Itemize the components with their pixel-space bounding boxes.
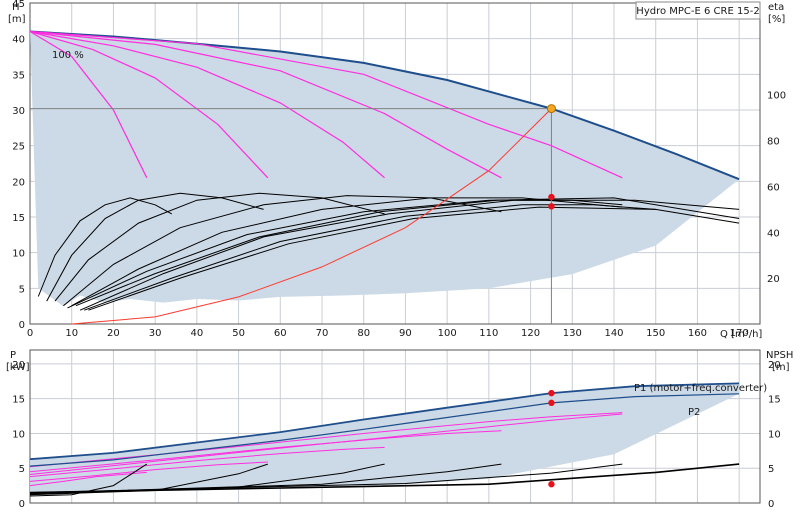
reduced-speed-curve <box>29 30 502 179</box>
y-tick-label: 45 <box>12 0 25 10</box>
npsh-curve <box>29 463 268 496</box>
power-npsh-panel: 0 5 10 15 20 0 5 10 15 20 <box>12 349 781 510</box>
power-marker <box>548 481 555 488</box>
y2-axis-label-eta: eta <box>768 2 784 13</box>
x-tick-label: 130 <box>563 328 582 339</box>
y2-tick-label: 20 <box>768 360 781 371</box>
reduced-power-curve <box>29 413 623 475</box>
y-tick-label: 20 <box>12 177 25 188</box>
x-tick-label: 40 <box>190 328 203 339</box>
y2-axis-unit-npsh: [m] <box>772 362 790 373</box>
x-tick-label: 10 <box>65 328 78 339</box>
y-tick-label: 10 <box>12 249 25 260</box>
y2-tick-label: 40 <box>767 228 780 239</box>
legend-p2: P2 <box>688 407 700 418</box>
y-tick-label: 30 <box>12 106 25 117</box>
y2-axis-label-npsh: NPSH <box>766 350 793 361</box>
speed-annotation: 100 % <box>52 50 84 61</box>
plot-frame <box>29 349 761 504</box>
x-tick-label: 90 <box>399 328 412 339</box>
title-box <box>635 1 761 20</box>
operating-envelope <box>30 31 740 307</box>
npsh-curve <box>29 463 623 494</box>
y-tick-label: 0 <box>19 320 25 331</box>
x-tick-label: 20 <box>107 328 120 339</box>
x-tick-label: 70 <box>316 328 329 339</box>
reduced-speed-curve <box>29 30 148 179</box>
y2-tick-label: 60 <box>767 182 780 193</box>
y2-tick-label: 80 <box>767 137 780 148</box>
y-tick-label: 25 <box>12 142 25 153</box>
p1-curve <box>29 382 740 461</box>
x-tick-label: 30 <box>149 328 162 339</box>
y-tick-label: 5 <box>19 284 25 295</box>
efficiency-curve <box>84 204 656 311</box>
npsh-curve <box>29 463 740 494</box>
x-tick-label: 160 <box>688 328 707 339</box>
y2-tick-label: 20 <box>767 274 780 285</box>
y-tick-label: 10 <box>12 429 25 440</box>
x-axis-label-q: Q [m³/h] <box>720 329 762 340</box>
legend-p1: P1 (motor+freq.converter) <box>634 383 767 394</box>
y2-tick-label: 100 <box>767 91 786 102</box>
duty-point <box>546 104 556 114</box>
efficiency-curve <box>79 199 740 311</box>
x-tick-label: 170 <box>730 328 749 339</box>
reduced-power-curve <box>29 446 385 478</box>
reduced-speed-curve <box>29 30 623 179</box>
reduced-power-curve <box>29 461 268 482</box>
y-tick-label: 20 <box>12 360 25 371</box>
p2-curve <box>29 393 740 467</box>
efficiency-marker <box>548 193 555 201</box>
efficiency-marker <box>548 203 555 210</box>
y-tick-label: 40 <box>12 35 25 46</box>
reduced-speed-curve <box>29 30 385 179</box>
x-tick-label: 120 <box>521 328 540 339</box>
y-tick-label: 15 <box>12 395 25 406</box>
x-tick-label: 0 <box>27 328 33 339</box>
efficiency-curve <box>71 197 623 307</box>
y-axis-unit-h: [m] <box>8 14 26 25</box>
y-tick-label: 35 <box>12 70 25 81</box>
y-axis-label-p: P <box>10 350 16 361</box>
title-text: Hydro MPC-E 6 CRE 15-2 <box>636 6 759 17</box>
y2-tick-label: 5 <box>768 464 774 475</box>
reduced-speed-curve <box>29 30 269 179</box>
y2-tick-label: 10 <box>768 429 781 440</box>
x-tick-label: 80 <box>357 328 370 339</box>
y-tick-label: 0 <box>19 499 25 510</box>
plot-frame <box>29 2 761 325</box>
y2-tick-label: 0 <box>768 499 774 510</box>
x-tick-label: 110 <box>479 328 498 339</box>
power-marker <box>548 399 555 407</box>
efficiency-curve <box>37 197 173 297</box>
x-tick-label: 100 <box>438 328 457 339</box>
y-tick-label: 5 <box>19 464 25 475</box>
y-axis-label-h: H <box>12 2 20 13</box>
efficiency-curve <box>67 197 740 309</box>
x-tick-label: 140 <box>604 328 623 339</box>
head-efficiency-panel: 0 10 20 30 40 50 60 70 80 90 100 110 120 130 140 150 160… <box>12 0 786 339</box>
y-tick-label: 15 <box>12 213 25 224</box>
x-tick-label: 60 <box>274 328 287 339</box>
y2-axis-unit-eta: [%] <box>768 14 785 25</box>
y-axis-unit-p: [kW] <box>6 362 30 373</box>
reduced-power-curve <box>29 471 147 487</box>
system-curve <box>71 108 552 325</box>
x-tick-label: 150 <box>646 328 665 339</box>
x-tick-label: 50 <box>232 328 245 339</box>
npsh-curve <box>29 463 148 497</box>
power-marker <box>548 389 555 397</box>
efficiency-curve <box>75 199 623 307</box>
y2-tick-label: 15 <box>768 395 781 406</box>
